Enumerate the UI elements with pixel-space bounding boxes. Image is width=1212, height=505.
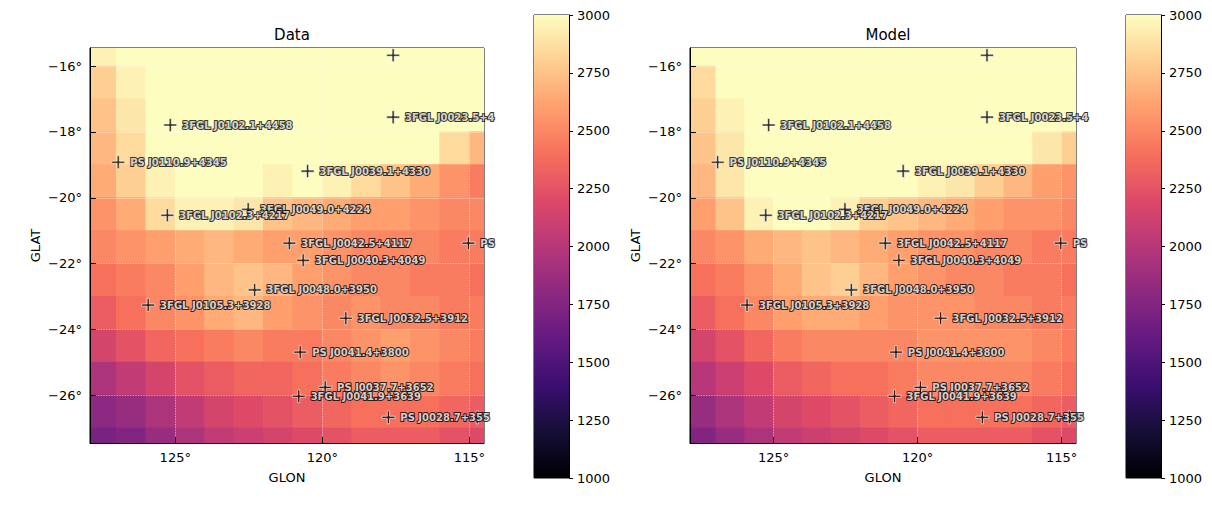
svg-text:1750: 1750 bbox=[1169, 297, 1202, 312]
svg-text:PS: PS bbox=[1073, 238, 1088, 249]
svg-text:1500: 1500 bbox=[577, 355, 610, 370]
svg-text:3FGL J0105.3+3928: 3FGL J0105.3+3928 bbox=[759, 300, 869, 311]
svg-text:3FGL J0049.0+4224: 3FGL J0049.0+4224 bbox=[856, 203, 968, 215]
svg-text:3000: 3000 bbox=[1169, 8, 1202, 23]
svg-text:3FGL J0105.3+3928: 3FGL J0105.3+3928 bbox=[160, 300, 270, 311]
svg-text:1500: 1500 bbox=[1169, 355, 1202, 370]
svg-text:2750: 2750 bbox=[1169, 65, 1202, 80]
svg-text:−22°: −22° bbox=[48, 256, 82, 271]
svg-text:3FGL J0102.1+4458: 3FGL J0102.1+4458 bbox=[781, 120, 891, 131]
svg-text:2250: 2250 bbox=[1169, 181, 1202, 196]
svg-text:PS J0037.7+3652: PS J0037.7+3652 bbox=[337, 381, 434, 393]
svg-text:3FGL J0048.0+3950: 3FGL J0048.0+3950 bbox=[267, 284, 377, 295]
svg-text:2500: 2500 bbox=[1169, 123, 1202, 138]
svg-text:3FGL J0040.3+4049: 3FGL J0040.3+4049 bbox=[315, 255, 425, 266]
svg-text:1750: 1750 bbox=[577, 297, 610, 312]
svg-text:GLAT: GLAT bbox=[628, 229, 643, 262]
svg-text:−22°: −22° bbox=[648, 256, 682, 271]
svg-text:GLON: GLON bbox=[865, 470, 902, 485]
svg-text:3FGL J0041.9+3639: 3FGL J0041.9+3639 bbox=[311, 391, 421, 402]
svg-text:3FGL J0102.3+4217: 3FGL J0102.3+4217 bbox=[179, 210, 289, 221]
svg-text:1000: 1000 bbox=[577, 471, 610, 486]
svg-text:−16°: −16° bbox=[48, 59, 82, 74]
svg-text:2750: 2750 bbox=[577, 65, 610, 80]
svg-text:GLON: GLON bbox=[269, 470, 306, 485]
svg-text:2250: 2250 bbox=[577, 181, 610, 196]
svg-text:PS J0110.9+4345: PS J0110.9+4345 bbox=[130, 157, 227, 168]
svg-text:1250: 1250 bbox=[577, 413, 610, 428]
svg-text:−18°: −18° bbox=[48, 124, 82, 139]
svg-text:2500: 2500 bbox=[577, 123, 610, 138]
svg-text:3FGL J0042.5+4117: 3FGL J0042.5+4117 bbox=[897, 238, 1007, 249]
svg-text:GLAT: GLAT bbox=[28, 229, 43, 262]
svg-text:3FGL J0039.1+4330: 3FGL J0039.1+4330 bbox=[915, 166, 1025, 177]
svg-text:3FGL J0032.5+3912: 3FGL J0032.5+3912 bbox=[953, 313, 1063, 324]
svg-text:3FGL J0040.3+4049: 3FGL J0040.3+4049 bbox=[911, 255, 1021, 266]
svg-text:3FGL J0049.0+4224: 3FGL J0049.0+4224 bbox=[260, 203, 371, 215]
svg-text:120°: 120° bbox=[902, 450, 933, 465]
svg-text:PS J0028.7+355: PS J0028.7+355 bbox=[400, 412, 490, 423]
svg-text:1250: 1250 bbox=[1169, 413, 1202, 428]
svg-text:3FGL J0023.5+4: 3FGL J0023.5+4 bbox=[999, 112, 1089, 123]
svg-text:3FGL J0102.3+4217: 3FGL J0102.3+4217 bbox=[778, 210, 888, 221]
svg-text:−26°: −26° bbox=[648, 388, 682, 403]
svg-text:PS J0110.9+4345: PS J0110.9+4345 bbox=[730, 157, 827, 168]
svg-text:3FGL J0042.5+4117: 3FGL J0042.5+4117 bbox=[301, 238, 411, 249]
svg-text:3FGL J0102.1+4458: 3FGL J0102.1+4458 bbox=[182, 120, 292, 131]
svg-text:Data: Data bbox=[274, 26, 310, 44]
svg-text:3FGL J0023.5+4: 3FGL J0023.5+4 bbox=[405, 112, 495, 123]
svg-text:115°: 115° bbox=[1046, 450, 1077, 465]
svg-text:125°: 125° bbox=[758, 450, 789, 465]
svg-text:PS J0028.7+355: PS J0028.7+355 bbox=[994, 412, 1084, 423]
svg-text:3FGL J0039.1+4330: 3FGL J0039.1+4330 bbox=[319, 166, 429, 177]
svg-text:115°: 115° bbox=[454, 450, 485, 465]
svg-text:125°: 125° bbox=[160, 450, 191, 465]
svg-text:−24°: −24° bbox=[648, 322, 682, 337]
svg-text:−16°: −16° bbox=[648, 59, 682, 74]
svg-text:120°: 120° bbox=[307, 450, 338, 465]
svg-text:3FGL J0048.0+3950: 3FGL J0048.0+3950 bbox=[863, 284, 973, 295]
svg-text:PS: PS bbox=[480, 238, 495, 249]
svg-text:PS J0041.4+3800: PS J0041.4+3800 bbox=[312, 347, 409, 358]
svg-text:3000: 3000 bbox=[577, 8, 610, 23]
svg-text:3FGL J0032.5+3912: 3FGL J0032.5+3912 bbox=[358, 313, 468, 324]
svg-text:1000: 1000 bbox=[1169, 471, 1202, 486]
svg-text:PS J0041.4+3800: PS J0041.4+3800 bbox=[908, 347, 1005, 358]
svg-text:Model: Model bbox=[865, 26, 910, 44]
svg-text:−24°: −24° bbox=[48, 322, 82, 337]
svg-text:2000: 2000 bbox=[577, 239, 610, 254]
svg-text:−20°: −20° bbox=[48, 190, 82, 205]
svg-text:2000: 2000 bbox=[1169, 239, 1202, 254]
svg-text:3FGL J0041.9+3639: 3FGL J0041.9+3639 bbox=[906, 391, 1016, 402]
svg-text:PS J0037.7+3652: PS J0037.7+3652 bbox=[932, 381, 1029, 393]
svg-text:−20°: −20° bbox=[648, 190, 682, 205]
svg-text:−18°: −18° bbox=[648, 124, 682, 139]
svg-text:−26°: −26° bbox=[48, 388, 82, 403]
